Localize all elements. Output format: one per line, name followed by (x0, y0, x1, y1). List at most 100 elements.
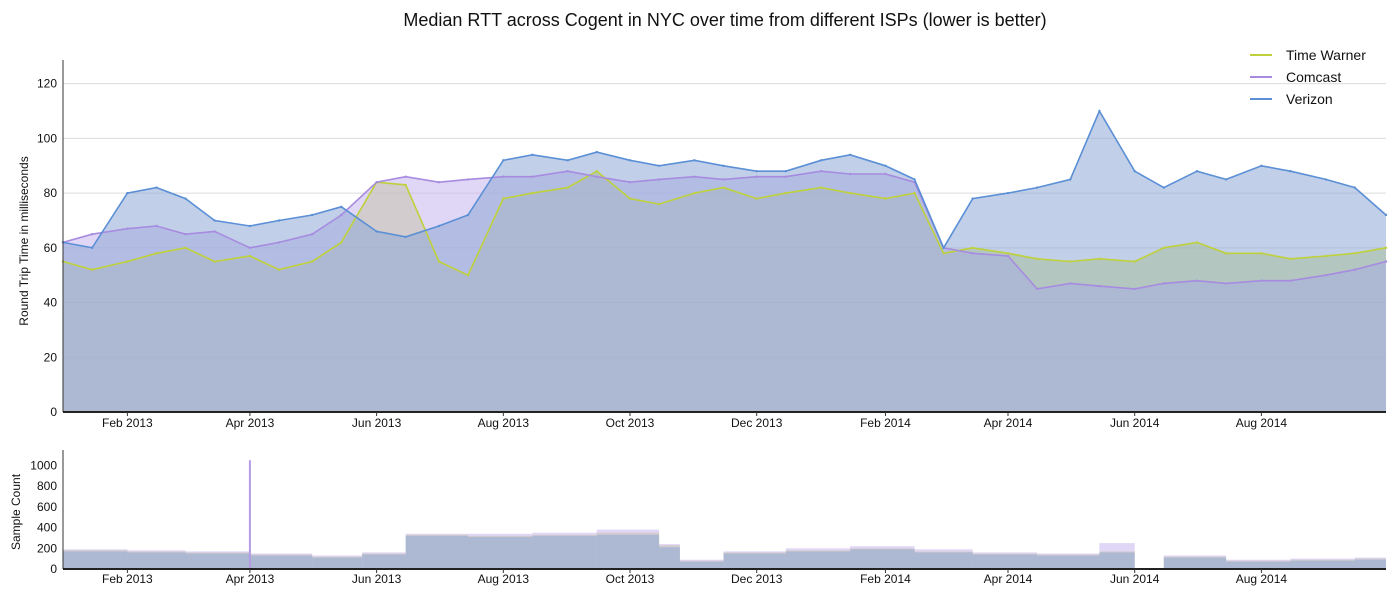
point-verizon-2 (126, 191, 129, 195)
bottom-x-tick-Aug-2013: Aug 2013 (478, 572, 530, 586)
point-comcast-39 (1289, 279, 1292, 282)
point-time-warner-41 (1353, 252, 1357, 255)
bar-verizon-4 (312, 557, 362, 569)
point-comcast-33 (1098, 284, 1101, 288)
point-comcast-20 (693, 175, 696, 178)
bar-verizon-9 (596, 534, 660, 569)
point-verizon-37 (1224, 178, 1228, 181)
top-area-fills (63, 111, 1386, 412)
point-time-warner-23 (784, 191, 787, 195)
bottom-axes (62, 450, 1386, 570)
point-time-warner-35 (1162, 246, 1166, 249)
point-time-warner-22 (755, 197, 758, 200)
bar-verizon-6 (405, 535, 468, 569)
bottom-y-tick-200: 200 (37, 541, 57, 555)
top-y-tick-20: 20 (44, 350, 58, 364)
point-time-warner-42 (1384, 246, 1388, 249)
bar-verizon-15 (914, 552, 973, 569)
bar-verizon-7 (468, 536, 533, 569)
top-tick-labels: 0 20 40 60 80 100 120 Feb 2013 Apr 2013 Jun 2013 A… (37, 77, 1287, 430)
point-time-warner-2 (126, 260, 129, 263)
legend-swatch-time-warner (1250, 54, 1272, 56)
point-comcast-22 (755, 175, 758, 178)
point-comcast-21 (722, 178, 725, 181)
point-verizon-12 (437, 224, 441, 228)
point-comcast-4 (184, 233, 187, 236)
top-y-tick-100: 100 (37, 131, 57, 145)
point-comcast-37 (1224, 282, 1228, 285)
point-comcast-29 (971, 252, 974, 255)
point-comcast-14 (502, 175, 505, 178)
point-time-warner-32 (1069, 260, 1072, 263)
point-verizon-38 (1260, 164, 1263, 167)
point-comcast-36 (1195, 279, 1199, 282)
point-comcast-1 (90, 233, 94, 236)
bottom-x-tick-Feb-2014: Feb 2014 (860, 572, 911, 586)
chart-title: Median RTT across Cogent in NYC over tim… (403, 10, 1047, 30)
bar-verizon-10 (659, 547, 680, 569)
top-y-axis-label: Round Trip Time in milliseconds (17, 156, 31, 325)
legend-item-verizon: Verizon (1250, 88, 1366, 110)
point-verizon-42 (1384, 213, 1388, 217)
point-verizon-14 (502, 159, 505, 162)
point-comcast-10 (375, 181, 378, 184)
bar-verizon-2 (185, 553, 250, 569)
point-verizon-6 (248, 224, 252, 228)
area-verizon (63, 111, 1386, 412)
point-time-warner-30 (1006, 252, 1010, 255)
legend-label-verizon: Verizon (1286, 91, 1333, 107)
point-time-warner-19 (657, 202, 661, 206)
point-verizon-21 (722, 164, 725, 167)
top-x-tick-Apr-2014: Apr 2014 (984, 416, 1033, 430)
top-y-tick-60: 60 (44, 241, 58, 255)
point-comcast-7 (277, 241, 281, 244)
point-comcast-8 (311, 233, 314, 236)
top-x-tick-Jun-2014: Jun 2014 (1110, 416, 1160, 430)
bottom-tick-labels: 0 200 400 600 800 1000 Feb 2013 Apr 2013 Jun 201… (30, 458, 1287, 586)
point-time-warner-39 (1289, 257, 1292, 260)
bottom-y-tick-1000: 1000 (30, 458, 57, 472)
bottom-bars (63, 460, 1386, 569)
top-x-tick-Apr-2013: Apr 2013 (226, 416, 275, 430)
point-comcast-3 (155, 224, 158, 228)
bar-verizon-12 (723, 553, 786, 569)
bottom-x-tick-Oct-2013: Oct 2013 (606, 572, 655, 586)
bar-verizon-8 (532, 535, 597, 569)
point-verizon-40 (1324, 178, 1328, 181)
point-verizon-20 (693, 159, 696, 162)
bar-verizon-14 (850, 549, 915, 569)
point-verizon-4 (184, 197, 187, 200)
point-comcast-32 (1069, 282, 1072, 285)
bar-verizon-22 (1290, 560, 1355, 569)
point-time-warner-17 (595, 170, 598, 173)
point-verizon-24 (819, 159, 823, 162)
point-verizon-36 (1195, 170, 1199, 173)
point-verizon-3 (155, 186, 158, 189)
point-verizon-13 (466, 213, 470, 217)
point-comcast-30 (1006, 254, 1010, 258)
point-verizon-31 (1035, 186, 1039, 189)
point-time-warner-21 (722, 186, 725, 189)
point-verizon-10 (375, 230, 378, 233)
point-time-warner-11 (404, 183, 407, 187)
point-verizon-1 (90, 246, 94, 249)
bottom-x-tick-Jun-2014: Jun 2014 (1110, 572, 1160, 586)
point-verizon-35 (1162, 186, 1166, 189)
top-x-tick-Feb-2014: Feb 2014 (860, 416, 911, 430)
point-time-warner-24 (819, 186, 823, 189)
bar-verizon-23 (1354, 559, 1386, 569)
point-verizon-19 (657, 164, 661, 167)
point-comcast-34 (1133, 287, 1136, 291)
legend-label-comcast: Comcast (1286, 69, 1342, 85)
point-verizon-27 (913, 178, 916, 181)
bar-verizon-0 (63, 551, 128, 569)
top-x-tick-Feb-2013: Feb 2013 (102, 416, 153, 430)
bar-verizon-1 (127, 552, 186, 569)
point-time-warner-3 (155, 252, 158, 255)
point-time-warner-4 (184, 246, 187, 249)
top-x-tick-Jun-2013: Jun 2013 (352, 416, 402, 430)
chart-legend: Time Warner Comcast Verizon (1250, 44, 1366, 110)
point-verizon-16 (566, 159, 569, 162)
top-series-lines (61, 109, 1388, 291)
bottom-x-tick-Dec-2013: Dec 2013 (731, 572, 783, 586)
